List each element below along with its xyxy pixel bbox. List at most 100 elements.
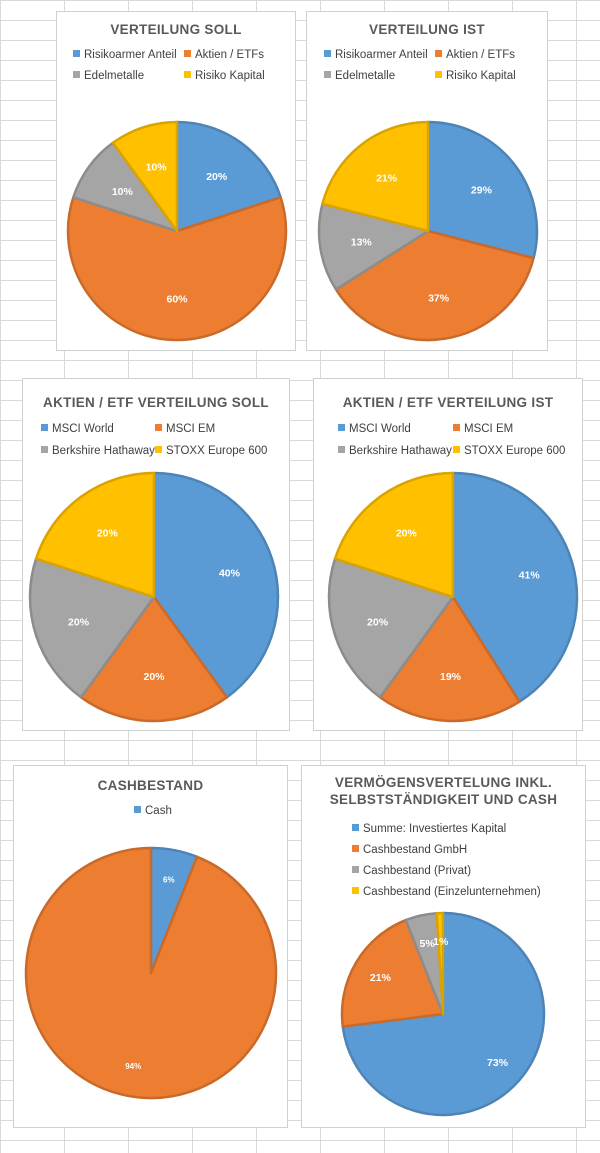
legend-swatch (435, 50, 442, 57)
legend-label: Summe: Investiertes Kapital (363, 823, 507, 835)
legend-swatch (41, 424, 48, 431)
legend-label: MSCI World (349, 423, 411, 435)
legend-item: Cashbestand (Einzelunternehmen) (352, 885, 541, 899)
pie-slice (321, 120, 430, 233)
pie-data-label: 10% (112, 186, 134, 198)
legend-item: MSCI World (338, 422, 411, 436)
legend-swatch (73, 50, 80, 57)
chart-card-cashbestand[interactable]: CASHBESTAND Cash 6% 94% (13, 765, 288, 1128)
chart-card-vermoegensverteilung[interactable]: VERMÖGENSVERTELUNG INKL. SELBSTSTÄNDIGKE… (301, 765, 586, 1128)
chart-title: CASHBESTAND (97, 778, 204, 793)
legend-label: STOXX Europe 600 (464, 445, 566, 457)
chart-title: VERTEILUNG IST (369, 22, 485, 37)
legend-item: MSCI EM (155, 422, 215, 436)
pie-data-label: 5% (420, 938, 436, 950)
legend-label: Cashbestand GmbH (363, 844, 468, 856)
pie-data-label: 19% (440, 671, 462, 683)
legend-item: Risikoarmer Anteil (73, 48, 177, 62)
pie-data-label: 60% (166, 293, 188, 305)
legend-label: Risikoarmer Anteil (335, 49, 428, 61)
legend-item: Risiko Kapital (184, 69, 265, 83)
legend-swatch (155, 446, 162, 453)
legend-swatch (155, 424, 162, 431)
legend-swatch (324, 50, 331, 57)
pie-data-label: 20% (396, 528, 418, 540)
pie-slice (34, 471, 156, 599)
pie-data-label: 20% (367, 616, 389, 628)
pie-data-label: 6% (163, 876, 175, 885)
chart-title: AKTIEN / ETF VERTEILUNG SOLL (43, 395, 269, 410)
pie-data-label: 1% (433, 936, 449, 948)
legend-label: Berkshire Hathaway (52, 445, 155, 457)
legend-item: Berkshire Hathaway (41, 444, 155, 458)
legend-item: Aktien / ETFs (184, 48, 264, 62)
pie-slice (327, 557, 455, 699)
legend-swatch (73, 71, 80, 78)
pie-slice (111, 120, 179, 233)
chart-card-aktien-etf-ist[interactable]: AKTIEN / ETF VERTEILUNG IST MSCI World M… (313, 378, 583, 731)
legend-item: MSCI EM (453, 422, 513, 436)
legend-item: Berkshire Hathaway (338, 444, 452, 458)
chart-card-verteilung-soll[interactable]: VERTEILUNG SOLL Risikoarmer Anteil Aktie… (56, 11, 296, 351)
legend-item: Edelmetalle (324, 69, 395, 83)
legend-item: STOXX Europe 600 (453, 444, 565, 458)
legend-label: Cashbestand (Privat) (363, 865, 472, 877)
pie-slice (28, 557, 156, 699)
legend-item: Aktien / ETFs (435, 48, 515, 62)
legend-label: Aktien / ETFs (195, 49, 265, 61)
legend-swatch (352, 824, 359, 831)
pie-slice (24, 846, 278, 1100)
legend-label: MSCI World (52, 423, 114, 435)
pie-chart: 6% 94% (24, 846, 278, 1100)
legend-item: Edelmetalle (73, 69, 144, 83)
pie-slice (79, 595, 229, 723)
legend-label: Aktien / ETFs (446, 49, 516, 61)
legend-swatch (352, 887, 359, 894)
legend-swatch (184, 50, 191, 57)
chart-title: AKTIEN / ETF VERTEILUNG IST (342, 395, 554, 410)
chart-title: VERTEILUNG SOLL (110, 22, 242, 37)
legend-label: Edelmetalle (335, 70, 396, 82)
pie-slice (435, 911, 445, 1016)
legend-item: Cash (134, 804, 172, 818)
pie-chart: 73% 21% 5%1% (340, 911, 546, 1117)
pie-slice (333, 471, 455, 599)
pie-data-label: 20% (143, 671, 165, 683)
chart-card-verteilung-ist[interactable]: VERTEILUNG IST Risikoarmer Anteil Aktien… (306, 11, 548, 351)
legend-swatch (435, 71, 442, 78)
legend-label: STOXX Europe 600 (166, 445, 268, 457)
pie-slice (378, 595, 521, 723)
pie-data-label: 73% (487, 1057, 509, 1069)
pie-data-label: 29% (471, 184, 493, 196)
pie-data-label: 10% (146, 162, 168, 174)
pie-slice (152, 471, 280, 699)
legend-item: STOXX Europe 600 (155, 444, 267, 458)
chart-title: VERMÖGENSVERTELUNG INKL. SELBSTSTÄNDIGKE… (329, 775, 558, 807)
legend-swatch (453, 424, 460, 431)
pie-chart: 41% 19% 20% 20% (327, 471, 579, 723)
pie-slice (340, 918, 445, 1028)
legend-swatch (41, 446, 48, 453)
legend-swatch (352, 866, 359, 873)
pie-chart: 20% 60% 10% 10% (66, 120, 288, 342)
legend-label: MSCI EM (464, 423, 514, 435)
legend-item: MSCI World (41, 422, 114, 436)
pie-data-label: 13% (351, 236, 373, 248)
pie-data-label: 20% (206, 171, 228, 183)
pie-data-label: 21% (370, 972, 392, 984)
pie-data-label: 21% (376, 172, 398, 184)
chart-card-aktien-etf-soll[interactable]: AKTIEN / ETF VERTEILUNG SOLL MSCI World … (22, 378, 290, 731)
legend-item: Cashbestand (Privat) (352, 864, 471, 878)
pie-slice (66, 196, 288, 342)
legend-label: Risiko Kapital (195, 70, 265, 82)
legend-swatch (184, 71, 191, 78)
pie-data-label: 20% (97, 528, 119, 540)
pie-data-label: 41% (519, 570, 541, 582)
legend-swatch (453, 446, 460, 453)
legend-swatch (134, 806, 141, 813)
pie-chart: 40% 20% 20% 20% (28, 471, 280, 723)
legend-item: Summe: Investiertes Kapital (352, 822, 506, 836)
pie-data-label: 37% (428, 293, 450, 305)
legend-label: MSCI EM (166, 423, 216, 435)
legend-label: Berkshire Hathaway (349, 445, 452, 457)
